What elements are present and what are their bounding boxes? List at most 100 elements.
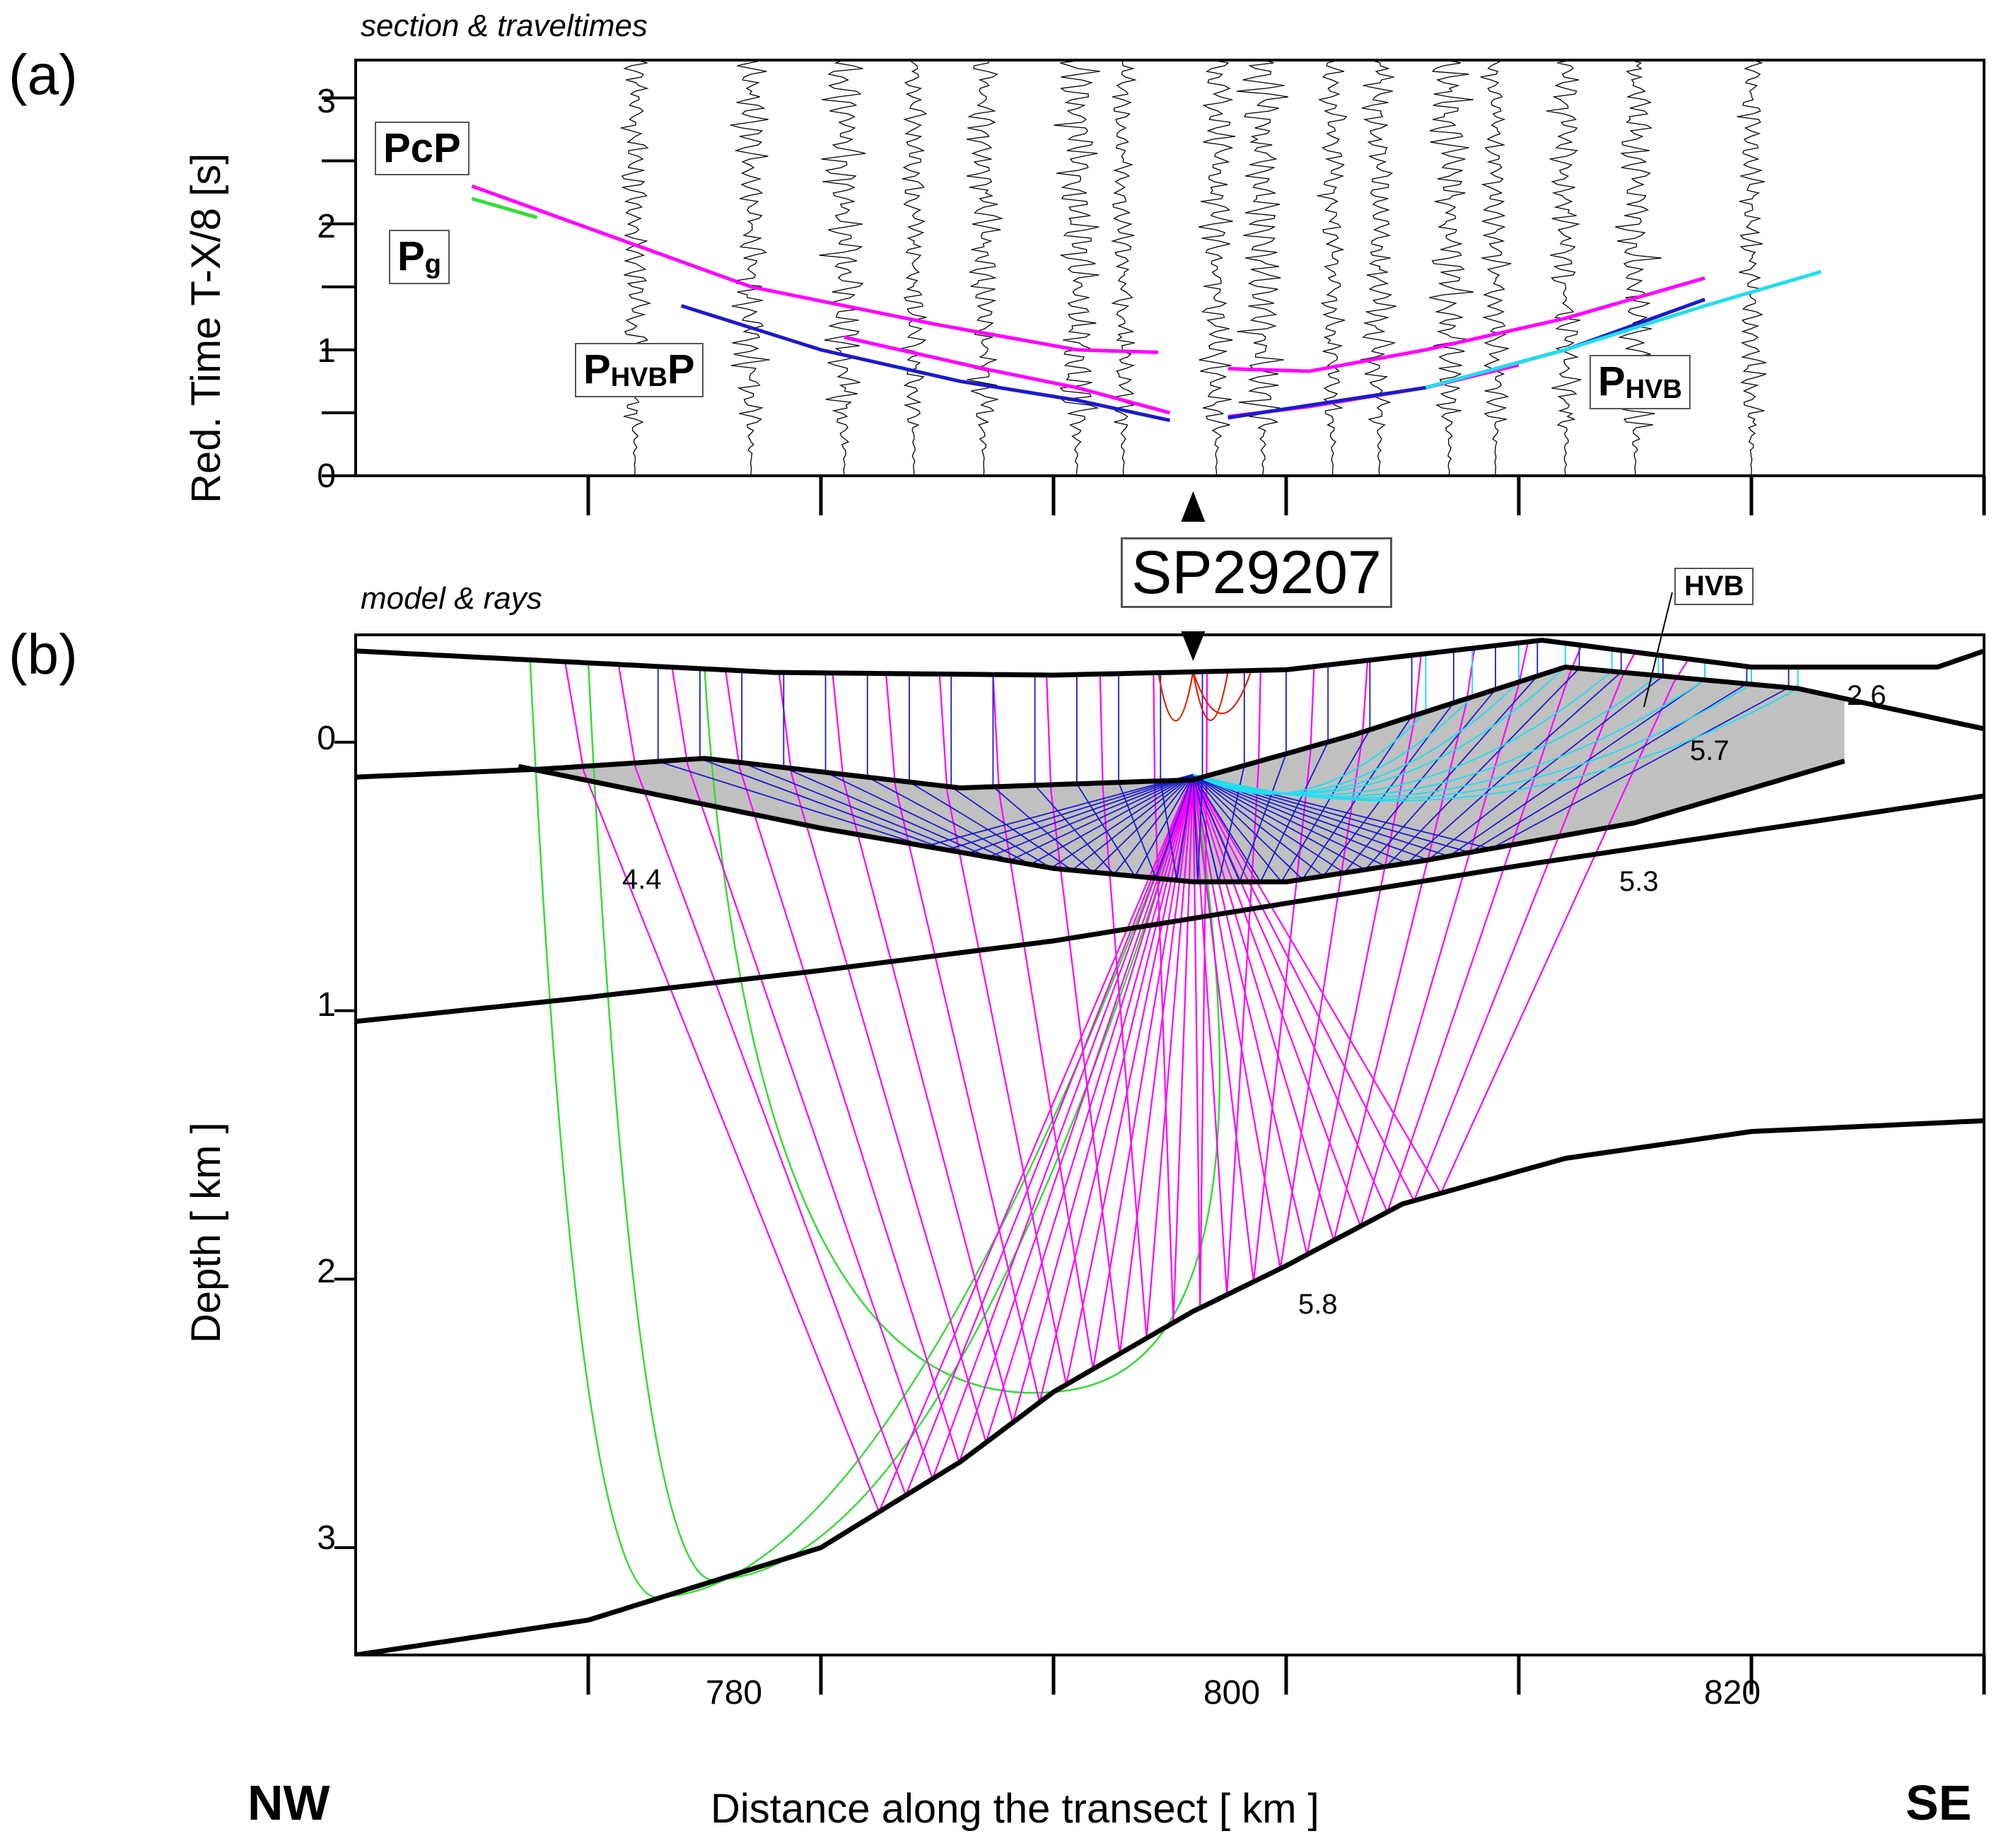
phase-phvb-sub: HVB [1625,375,1682,404]
direct-ray [1192,670,1252,715]
pcp-ray [1192,666,1315,1282]
shotpoint-triangle-up [1181,491,1206,522]
phvbp-ray [909,673,1194,869]
phase-label-phvb: PHVB [1589,355,1691,409]
phvbp-ray [1193,667,1790,850]
panel-a-ytick-0: 0 [317,457,336,495]
seismic-trace [730,60,770,476]
traveltime-curve-phvb [1425,269,1822,390]
panel-b-ytick-2: 2 [317,1253,336,1290]
phvbp-ray [657,666,1194,847]
panel-a-frame [354,59,1985,477]
traveltime-curve-pcp [844,335,1171,415]
panel-a-clip-group [620,60,1767,476]
traveltime-curve-phvbp [680,304,1171,423]
seismic-trace [1198,60,1236,476]
shotpoint-triangle-down [1181,631,1206,661]
panel-a-ylabel: Red. Time T-X/8 [s] [183,153,229,503]
phvb-ray [1193,643,1519,795]
phase-phvbp-sub: HVB [610,363,667,392]
phvbp-ray [699,668,1194,851]
phvbp-ray [1192,650,1454,877]
pcp-ray [1192,671,1208,1309]
pcp-ray [1192,648,1476,1244]
phase-phvbp-main2: P [667,346,695,392]
direction-nw: NW [247,1775,330,1830]
xtick-800: 800 [1203,1674,1261,1712]
phvbp-ray [1192,645,1496,874]
pcp-ray [725,669,1194,1466]
seismic-trace [1110,60,1137,476]
seismic-trace [901,60,928,476]
panel-b-ytick-0: 0 [317,720,336,757]
panel-b-ytick-1: 1 [317,986,336,1024]
phvbp-ray [866,673,1194,865]
panel-a-ytick-3: 3 [317,83,336,120]
pcp-ray [885,673,1194,1403]
seismic-trace [1614,60,1662,476]
velocity-label-se-layer: 5.3 [1619,866,1659,897]
seismic-trace [819,60,866,476]
pcp-ray [564,661,1194,1514]
phvbp-ray [1076,674,1194,878]
pcp-ray [1192,651,1636,1203]
traveltime-curve-pcp [1227,276,1705,373]
panel-b-ylabel: Depth [ km ] [183,1122,229,1343]
panel-a-label: (a) [8,43,78,106]
panel-b-clip-group [356,638,1984,1655]
hvb-body-fill [1193,667,1845,882]
direction-se: SE [1906,1775,1972,1830]
panel-b-frame [354,633,1985,1656]
hvb-body-label: HVB [1674,568,1754,605]
pcp-ray [1192,670,1261,1295]
model-interface-4 [356,1118,1984,1655]
phvbp-ray [741,670,1194,855]
x-axis-label: Distance along the transect [ km ] [711,1786,1319,1832]
phvbp-ray [950,674,1194,872]
phvbp-ray [1160,672,1194,881]
axes-layer [322,59,1986,1695]
pcp-ray [992,674,1194,1369]
phvbp-ray [1192,672,1203,882]
panel-b-label: (b) [8,623,78,686]
phvbp-ray [1192,669,1287,884]
model-interface-2 [518,759,1845,884]
pcp-ray [1192,658,1690,1195]
seismic-trace [1737,60,1767,476]
pcp-ray [671,667,1194,1482]
phvbp-ray [824,672,1194,862]
phvbp-ray [1192,660,1371,883]
pcp-ray [832,672,1194,1426]
phvbp-ray [1192,670,1245,882]
phase-label-pcp: PcP [375,122,469,175]
velocity-label-hvb: 5.7 [1690,735,1729,766]
velocity-label-nw-basin: 4.4 [622,864,662,895]
hvb-leader-line [1643,592,1673,708]
xtick-780: 780 [705,1674,763,1712]
traveltime-curve-pg [471,197,538,220]
seismic-trace [1429,60,1474,476]
panel-a-ytick-1: 1 [317,332,336,370]
phase-pg-main: P [397,233,425,279]
panel-a-plot [471,60,1822,476]
pcp-ray [1153,672,1194,1323]
phvbp-ray [1193,650,1622,865]
phvbp-ray [1193,655,1664,861]
pcp-ray [1192,641,1529,1229]
pcp-ray [1046,674,1194,1354]
phvbp-ray [992,674,1194,873]
pcp-ray [938,674,1194,1385]
panel-b-plot [356,592,1984,1655]
traveltime-curve-pcp [471,184,1159,354]
direct-ray [1157,672,1194,722]
pcp-ray [1099,674,1194,1339]
phvb-ray [1193,667,1799,802]
pcp-ray [1192,660,1369,1269]
phase-phvbp-main1: P [583,346,611,392]
phvbp-ray [1118,673,1194,880]
velocity-label-basement: 5.8 [1298,1289,1338,1320]
panel-a-subtitle: section & traveltimes [361,8,648,43]
phvbp-ray [1192,641,1539,871]
seismic-trace [1054,60,1100,476]
